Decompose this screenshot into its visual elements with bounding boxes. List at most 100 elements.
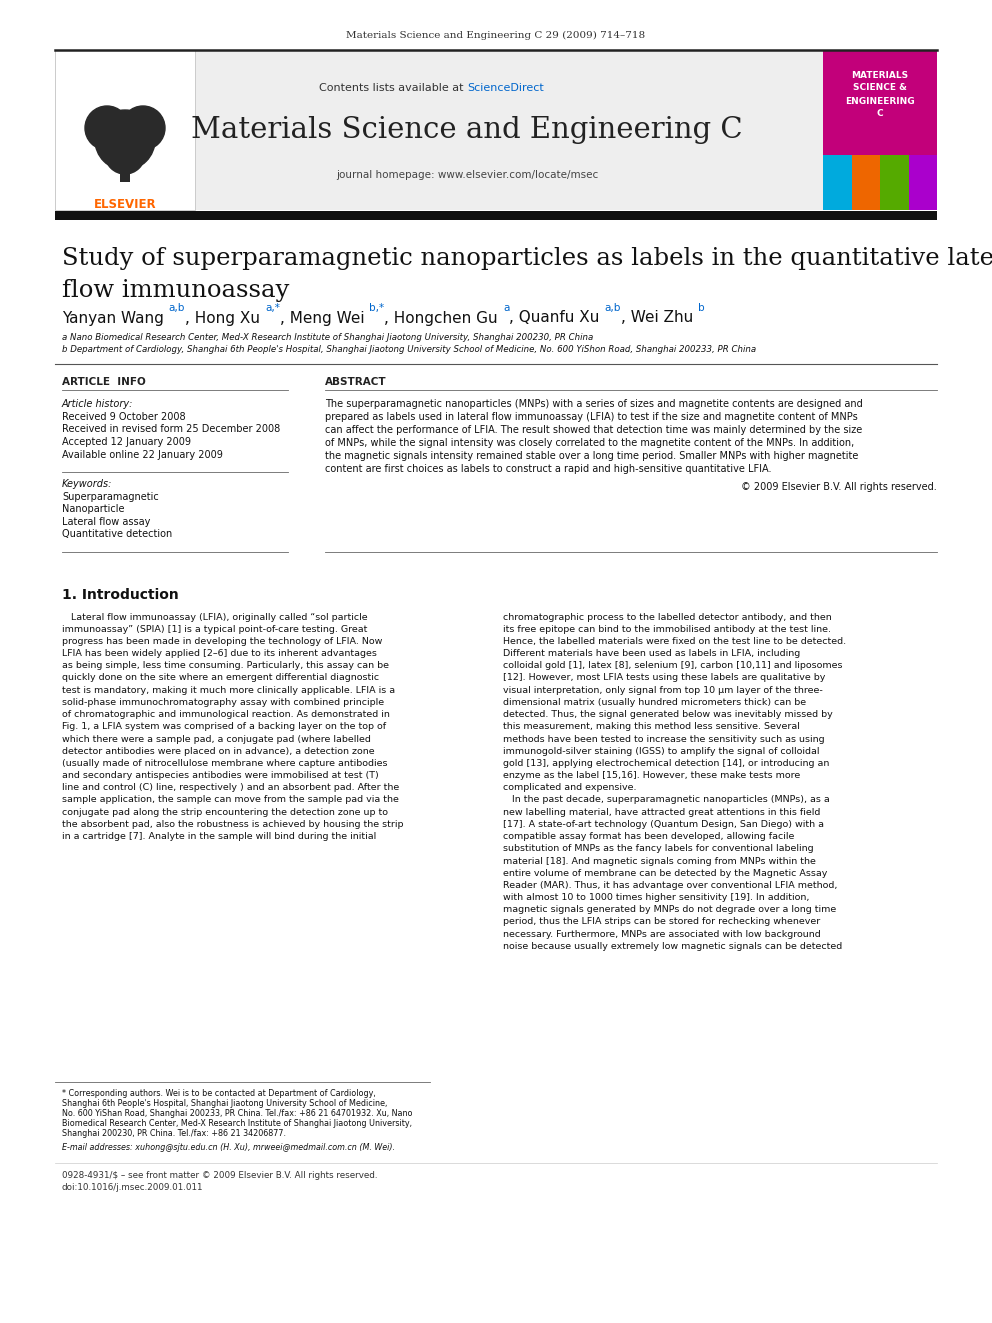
Text: entire volume of membrane can be detected by the Magnetic Assay: entire volume of membrane can be detecte… [503,869,827,877]
Circle shape [85,106,129,149]
Text: immunogold-silver staining (IGSS) to amplify the signal of colloidal: immunogold-silver staining (IGSS) to amp… [503,746,819,755]
Text: b: b [698,303,704,314]
Bar [55,50,195,210]
Text: period, thus the LFIA strips can be stored for rechecking whenever: period, thus the LFIA strips can be stor… [503,917,820,926]
Text: , Hong Xu: , Hong Xu [186,311,265,325]
Bar [55,50,823,210]
Text: of MNPs, while the signal intensity was closely correlated to the magnetite cont: of MNPs, while the signal intensity was … [325,438,854,448]
Text: , Wei Zhu: , Wei Zhu [621,311,698,325]
Text: and secondary antispecies antibodies were immobilised at test (T): and secondary antispecies antibodies wer… [62,771,379,781]
Text: Study of superparamagnetic nanoparticles as labels in the quantitative lateral: Study of superparamagnetic nanoparticles… [62,246,992,270]
Text: Accepted 12 January 2009: Accepted 12 January 2009 [62,437,191,447]
Text: Keywords:: Keywords: [62,479,112,490]
Text: dimensional matrix (usually hundred micrometers thick) can be: dimensional matrix (usually hundred micr… [503,699,806,706]
Bar [823,50,937,210]
Text: progress has been made in developing the technology of LFIA. Now: progress has been made in developing the… [62,636,382,646]
Text: chromatographic process to the labelled detector antibody, and then: chromatographic process to the labelled … [503,613,831,622]
Text: journal homepage: www.elsevier.com/locate/msec: journal homepage: www.elsevier.com/locat… [336,169,598,180]
Text: a: a [503,303,509,314]
Text: immunoassay” (SPIA) [1] is a typical point-of-care testing. Great: immunoassay” (SPIA) [1] is a typical poi… [62,624,367,634]
Bar [823,155,851,210]
Text: Biomedical Research Center, Med-X Research Institute of Shanghai Jiaotong Univer: Biomedical Research Center, Med-X Resear… [62,1119,412,1129]
Text: content are first choices as labels to construct a rapid and high-sensitive quan: content are first choices as labels to c… [325,464,772,474]
Bar [909,155,937,210]
Text: which there were a sample pad, a conjugate pad (where labelled: which there were a sample pad, a conjuga… [62,734,371,744]
Text: * Corresponding authors. Wei is to be contacted at Department of Cardiology,: * Corresponding authors. Wei is to be co… [62,1090,376,1098]
Text: gold [13], applying electrochemical detection [14], or introducing an: gold [13], applying electrochemical dete… [503,759,829,767]
Text: with almost 10 to 1000 times higher sensitivity [19]. In addition,: with almost 10 to 1000 times higher sens… [503,893,809,902]
Text: magnetic signals generated by MNPs do not degrade over a long time: magnetic signals generated by MNPs do no… [503,905,836,914]
Text: the absorbent pad, also the robustness is achieved by housing the strip: the absorbent pad, also the robustness i… [62,820,404,830]
Text: solid-phase immunochromatography assay with combined principle: solid-phase immunochromatography assay w… [62,699,384,706]
Text: flow immunoassay: flow immunoassay [62,279,290,302]
Text: Reader (MAR). Thus, it has advantage over conventional LFIA method,: Reader (MAR). Thus, it has advantage ove… [503,881,837,890]
Text: Fig. 1, a LFIA system was comprised of a backing layer on the top of: Fig. 1, a LFIA system was comprised of a… [62,722,386,732]
Text: Contents lists available at: Contents lists available at [319,83,467,93]
Text: Received in revised form 25 December 2008: Received in revised form 25 December 200… [62,425,281,434]
Text: in a cartridge [7]. Analyte in the sample will bind during the initial: in a cartridge [7]. Analyte in the sampl… [62,832,376,841]
Text: 1. Introduction: 1. Introduction [62,587,179,602]
Text: quickly done on the site where an emergent differential diagnostic: quickly done on the site where an emerge… [62,673,379,683]
Text: substitution of MNPs as the fancy labels for conventional labeling: substitution of MNPs as the fancy labels… [503,844,813,853]
Circle shape [121,106,165,149]
Text: ScienceDirect: ScienceDirect [467,83,544,93]
Text: ENGINEERING: ENGINEERING [845,97,915,106]
Text: Article history:: Article history: [62,400,133,409]
Text: MATERIALS: MATERIALS [851,70,909,79]
Text: as being simple, less time consuming. Particularly, this assay can be: as being simple, less time consuming. Pa… [62,662,389,671]
Text: test is mandatory, making it much more clinically applicable. LFIA is a: test is mandatory, making it much more c… [62,685,395,695]
Text: b Department of Cardiology, Shanghai 6th People's Hospital, Shanghai Jiaotong Un: b Department of Cardiology, Shanghai 6th… [62,345,756,355]
Text: doi:10.1016/j.msec.2009.01.011: doi:10.1016/j.msec.2009.01.011 [62,1184,203,1192]
Text: compatible assay format has been developed, allowing facile: compatible assay format has been develop… [503,832,795,841]
Text: new labelling material, have attracted great attentions in this field: new labelling material, have attracted g… [503,808,820,816]
Text: Received 9 October 2008: Received 9 October 2008 [62,411,186,422]
Bar [120,161,130,183]
Text: Materials Science and Engineering C: Materials Science and Engineering C [191,116,743,144]
Bar [851,155,880,210]
Text: ABSTRACT: ABSTRACT [325,377,387,388]
Circle shape [105,134,145,175]
Text: prepared as labels used in lateral flow immunoassay (LFIA) to test if the size a: prepared as labels used in lateral flow … [325,411,858,422]
Text: 0928-4931/$ – see front matter © 2009 Elsevier B.V. All rights reserved.: 0928-4931/$ – see front matter © 2009 El… [62,1171,378,1180]
Text: No. 600 YiShan Road, Shanghai 200233, PR China. Tel./fax: +86 21 64701932. Xu, N: No. 600 YiShan Road, Shanghai 200233, PR… [62,1110,413,1118]
Text: Different materials have been used as labels in LFIA, including: Different materials have been used as la… [503,650,801,658]
Text: Lateral flow assay: Lateral flow assay [62,517,151,527]
Text: Lateral flow immunoassay (LFIA), originally called “sol particle: Lateral flow immunoassay (LFIA), origina… [62,613,368,622]
Text: complicated and expensive.: complicated and expensive. [503,783,637,792]
Text: conjugate pad along the strip encountering the detection zone up to: conjugate pad along the strip encounteri… [62,808,388,816]
Text: the magnetic signals intensity remained stable over a long time period. Smaller : the magnetic signals intensity remained … [325,451,858,460]
Text: Superparamagnetic: Superparamagnetic [62,492,159,501]
Bar [55,210,937,220]
Text: a,*: a,* [265,303,280,314]
Text: , Meng Wei: , Meng Wei [280,311,369,325]
Bar [880,155,909,210]
Text: SCIENCE &: SCIENCE & [853,83,907,93]
Text: (usually made of nitrocellulose membrane where capture antibodies: (usually made of nitrocellulose membrane… [62,759,388,767]
Text: Hence, the labelled materials were fixed on the test line to be detected.: Hence, the labelled materials were fixed… [503,636,846,646]
Circle shape [95,110,155,169]
Text: detected. Thus, the signal generated below was inevitably missed by: detected. Thus, the signal generated bel… [503,710,832,720]
Text: Quantitative detection: Quantitative detection [62,529,173,540]
Text: a Nano Biomedical Research Center, Med-X Research Institute of Shanghai Jiaotong: a Nano Biomedical Research Center, Med-X… [62,332,593,341]
Text: material [18]. And magnetic signals coming from MNPs within the: material [18]. And magnetic signals comi… [503,856,815,865]
Text: b,*: b,* [369,303,385,314]
Text: its free epitope can bind to the immobilised antibody at the test line.: its free epitope can bind to the immobil… [503,624,831,634]
Text: In the past decade, superparamagnetic nanoparticles (MNPs), as a: In the past decade, superparamagnetic na… [503,795,829,804]
Text: ARTICLE  INFO: ARTICLE INFO [62,377,146,388]
Text: LFIA has been widely applied [2–6] due to its inherent advantages: LFIA has been widely applied [2–6] due t… [62,650,377,658]
Text: sample application, the sample can move from the sample pad via the: sample application, the sample can move … [62,795,399,804]
Text: The superparamagnetic nanoparticles (MNPs) with a series of sizes and magnetite : The superparamagnetic nanoparticles (MNP… [325,400,863,409]
Text: a,b: a,b [605,303,621,314]
Text: enzyme as the label [15,16]. However, these make tests more: enzyme as the label [15,16]. However, th… [503,771,801,781]
Text: [17]. A state-of-art technology (Quantum Design, San Diego) with a: [17]. A state-of-art technology (Quantum… [503,820,824,830]
Text: necessary. Furthermore, MNPs are associated with low background: necessary. Furthermore, MNPs are associa… [503,930,820,939]
Text: Available online 22 January 2009: Available online 22 January 2009 [62,450,223,459]
Text: C: C [877,110,883,119]
Text: Shanghai 6th People's Hospital, Shanghai Jiaotong University School of Medicine,: Shanghai 6th People's Hospital, Shanghai… [62,1099,387,1109]
Text: line and control (C) line, respectively ) and an absorbent pad. After the: line and control (C) line, respectively … [62,783,399,792]
Text: [12]. However, most LFIA tests using these labels are qualitative by: [12]. However, most LFIA tests using the… [503,673,825,683]
Text: , Hongchen Gu: , Hongchen Gu [385,311,503,325]
Text: E-mail addresses: xuhong@sjtu.edu.cn (H. Xu), mrweei@medmail.com.cn (M. Wei).: E-mail addresses: xuhong@sjtu.edu.cn (H.… [62,1143,395,1152]
Text: Nanoparticle: Nanoparticle [62,504,125,515]
Text: this measurement, making this method less sensitive. Several: this measurement, making this method les… [503,722,800,732]
